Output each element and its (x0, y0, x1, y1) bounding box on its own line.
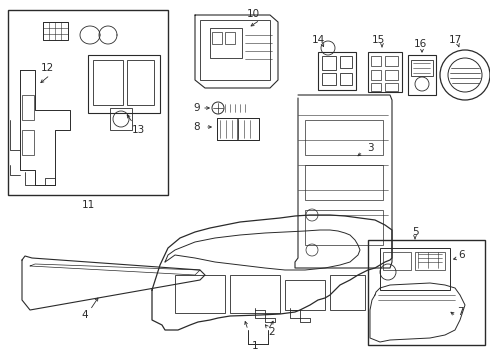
Bar (415, 252, 445, 270)
Bar (225, 32, 235, 44)
Text: 12: 12 (40, 63, 53, 73)
Bar (43, 22, 68, 40)
Bar (380, 248, 450, 290)
Text: 9: 9 (194, 103, 200, 113)
Bar (285, 280, 325, 310)
Bar (322, 73, 336, 85)
Bar (368, 240, 485, 345)
Bar (210, 28, 242, 58)
Text: 15: 15 (371, 35, 385, 45)
Text: 5: 5 (412, 227, 418, 237)
Bar (305, 210, 383, 245)
Bar (368, 52, 402, 92)
Text: 2: 2 (269, 327, 275, 337)
Text: 8: 8 (194, 122, 200, 132)
Bar (371, 83, 381, 91)
Bar (385, 56, 398, 66)
Bar (230, 275, 280, 313)
Bar (305, 120, 383, 155)
Bar (340, 73, 352, 85)
Bar (330, 275, 365, 310)
Bar (371, 70, 381, 80)
Bar (238, 118, 259, 140)
Bar (8, 10, 168, 195)
Text: 7: 7 (457, 307, 464, 317)
Bar (212, 32, 222, 44)
Text: 11: 11 (81, 200, 95, 210)
Bar (217, 118, 259, 140)
Bar (88, 55, 160, 113)
Text: 16: 16 (414, 39, 427, 49)
Bar (385, 70, 398, 80)
Text: 14: 14 (311, 35, 325, 45)
Text: 13: 13 (131, 125, 145, 135)
Bar (217, 118, 237, 140)
Text: 4: 4 (82, 310, 88, 320)
Text: 1: 1 (252, 341, 258, 351)
Bar (385, 83, 398, 91)
Bar (93, 60, 123, 105)
Bar (22, 130, 34, 155)
Bar (110, 108, 132, 130)
Text: 6: 6 (459, 250, 466, 260)
Bar (127, 60, 154, 105)
Bar (408, 55, 436, 95)
Text: 3: 3 (367, 143, 373, 153)
Bar (318, 52, 356, 90)
Bar (22, 95, 34, 120)
Bar (411, 60, 433, 76)
Text: 17: 17 (448, 35, 462, 45)
Bar (371, 56, 381, 66)
Bar (175, 275, 225, 313)
Bar (322, 56, 336, 70)
Bar (340, 56, 352, 68)
Text: 10: 10 (246, 9, 260, 19)
Bar (383, 252, 411, 270)
Bar (200, 20, 270, 80)
Bar (305, 165, 383, 200)
